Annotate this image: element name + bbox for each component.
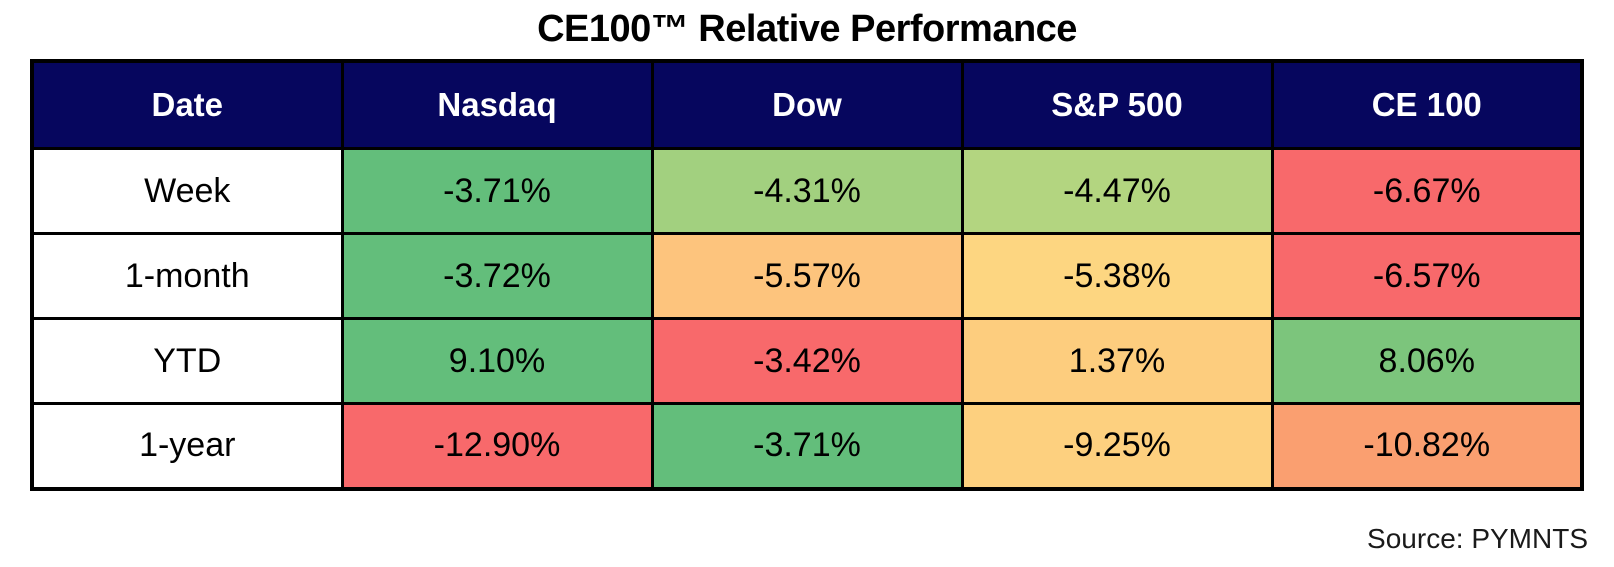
table-body: Week -3.71% -4.31% -4.47% -6.67% 1-month… (30, 147, 1584, 491)
value-cell-1-month-sp500: -5.38% (960, 232, 1274, 321)
value-cell-ytd-nasdaq: 9.10% (340, 317, 654, 406)
column-header-sp500: S&P 500 (960, 59, 1274, 151)
row-label-1-year: 1-year (30, 402, 344, 491)
value-cell-1-year-sp500: -9.25% (960, 402, 1274, 491)
value-cell-1-year-ce100: -10.82% (1270, 402, 1584, 491)
row-label-1-month: 1-month (30, 232, 344, 321)
header-row: Date Nasdaq Dow S&P 500 CE 100 (30, 59, 1584, 151)
value-cell-week-ce100: -6.67% (1270, 147, 1584, 236)
row-label-week: Week (30, 147, 344, 236)
value-cell-week-sp500: -4.47% (960, 147, 1274, 236)
column-header-dow: Dow (650, 59, 964, 151)
table-header: Date Nasdaq Dow S&P 500 CE 100 (30, 59, 1584, 151)
source-attribution: Source: PYMNTS (1367, 523, 1588, 554)
table-row-week: Week -3.71% -4.31% -4.47% -6.67% (30, 147, 1584, 236)
value-cell-1-month-ce100: -6.57% (1270, 232, 1584, 321)
column-header-ce100: CE 100 (1270, 59, 1584, 151)
value-cell-ytd-sp500: 1.37% (960, 317, 1274, 406)
value-cell-week-nasdaq: -3.71% (340, 147, 654, 236)
table-row-1-year: 1-year -12.90% -3.71% -9.25% -10.82% (30, 402, 1584, 491)
column-header-nasdaq: Nasdaq (340, 59, 654, 151)
column-header-date: Date (30, 59, 344, 151)
row-label-ytd: YTD (30, 317, 344, 406)
value-cell-1-year-nasdaq: -12.90% (340, 402, 654, 491)
value-cell-ytd-ce100: 8.06% (1270, 317, 1584, 406)
table-row-ytd: YTD 9.10% -3.42% 1.37% 8.06% (30, 317, 1584, 406)
value-cell-1-year-dow: -3.71% (650, 402, 964, 491)
value-cell-1-month-dow: -5.57% (650, 232, 964, 321)
value-cell-ytd-dow: -3.42% (650, 317, 964, 406)
performance-table: Date Nasdaq Dow S&P 500 CE 100 Week -3.7… (30, 58, 1584, 491)
page-title: CE100™ Relative Performance (537, 8, 1077, 50)
table-row-1-month: 1-month -3.72% -5.57% -5.38% -6.57% (30, 232, 1584, 321)
value-cell-week-dow: -4.31% (650, 147, 964, 236)
value-cell-1-month-nasdaq: -3.72% (340, 232, 654, 321)
